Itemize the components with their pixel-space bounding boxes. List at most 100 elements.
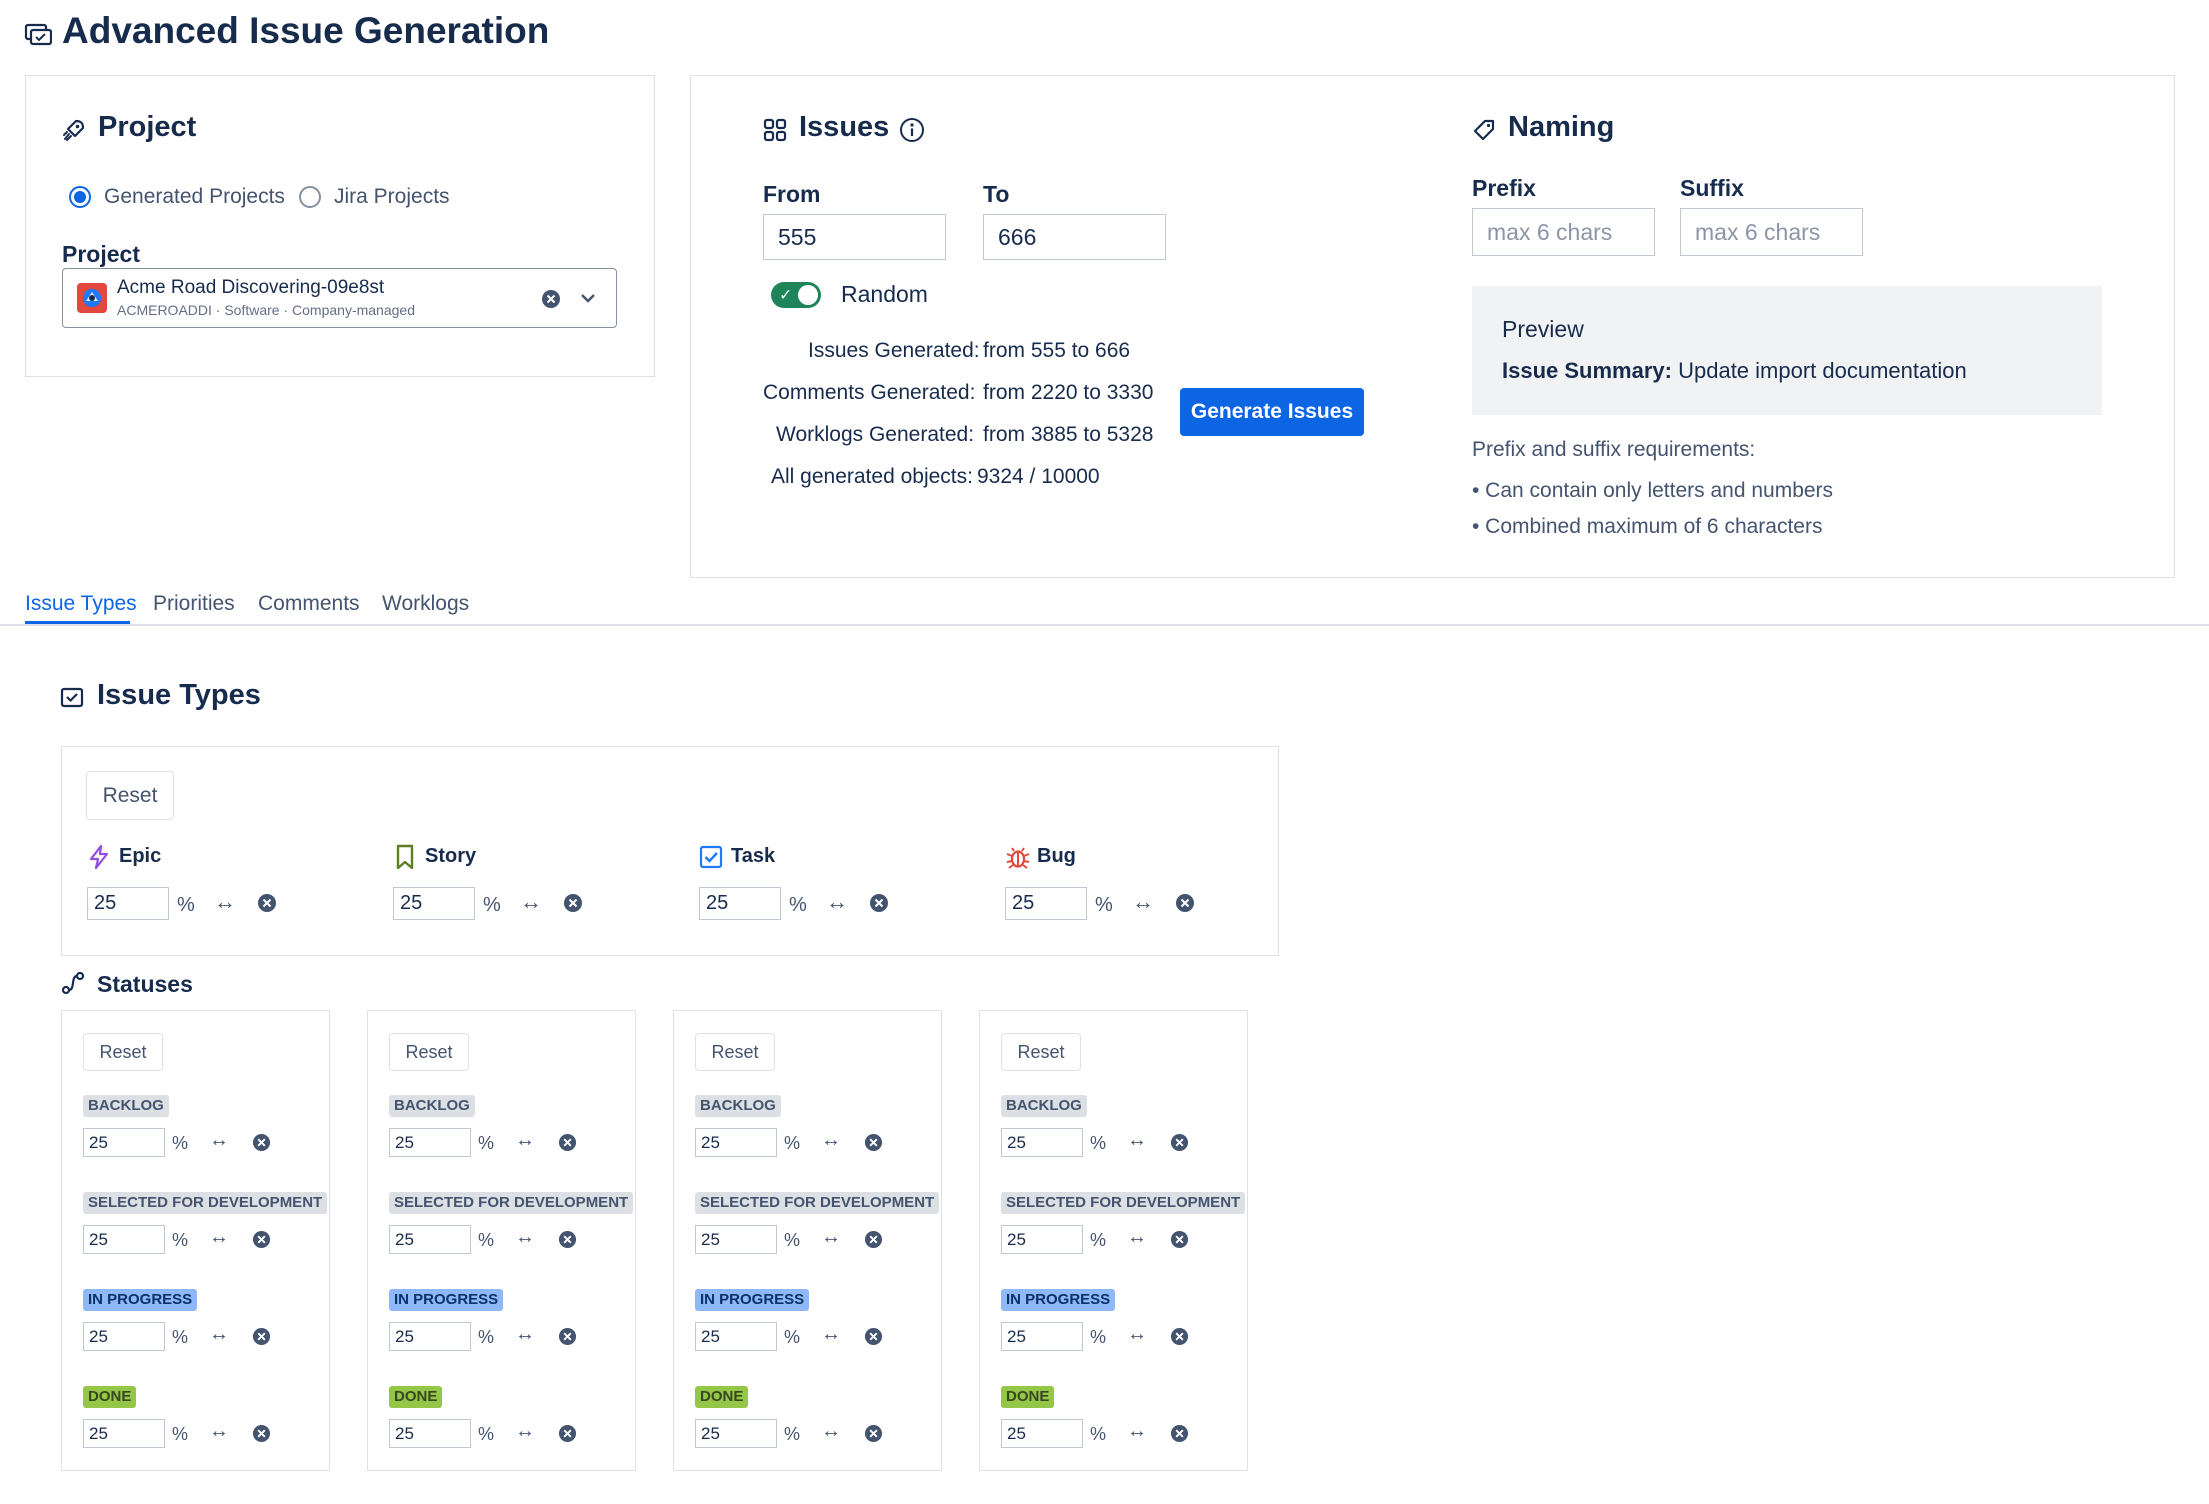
distribute-arrows-icon[interactable]: ↔	[821, 1129, 841, 1151]
status-percent-input[interactable]	[1001, 1419, 1083, 1448]
status-percent-input[interactable]	[1001, 1225, 1083, 1254]
project-select[interactable]: Acme Road Discovering-09e8st ACMEROADDI …	[62, 268, 617, 328]
clear-icon[interactable]	[1170, 1424, 1189, 1443]
status-lozenge: IN PROGRESS	[695, 1289, 810, 1311]
clear-icon[interactable]	[252, 1230, 271, 1249]
distribute-arrows-icon[interactable]: ↔	[1127, 1226, 1147, 1248]
status-lozenge: SELECTED FOR DEVELOPMENT	[389, 1192, 634, 1214]
issue-type-percent-input[interactable]	[393, 887, 475, 920]
status-percent-input[interactable]	[695, 1419, 777, 1448]
distribute-arrows-icon[interactable]: ↔	[209, 1420, 229, 1442]
clear-icon[interactable]	[1170, 1133, 1189, 1152]
prefix-label: Prefix	[1472, 175, 1536, 201]
issue-types-reset-button[interactable]: Reset	[86, 771, 174, 820]
summary-label: Issue Summary:	[1502, 358, 1672, 383]
status-lozenge: IN PROGRESS	[83, 1289, 198, 1311]
status-percent-input[interactable]	[83, 1225, 165, 1254]
distribute-arrows-icon[interactable]: ↔	[1127, 1323, 1147, 1345]
clear-icon[interactable]	[1170, 1327, 1189, 1346]
clear-icon[interactable]	[558, 1133, 577, 1152]
suffix-input[interactable]	[1680, 208, 1863, 256]
from-input[interactable]	[763, 214, 946, 260]
distribute-arrows-icon[interactable]: ↔	[826, 889, 848, 914]
clear-icon[interactable]	[864, 1133, 883, 1152]
clear-icon[interactable]	[558, 1327, 577, 1346]
generate-issues-button[interactable]: Generate Issues	[1180, 388, 1364, 436]
chevron-down-icon[interactable]	[579, 291, 597, 305]
distribute-arrows-icon[interactable]: ↔	[214, 889, 236, 914]
status-percent-input[interactable]	[389, 1419, 471, 1448]
tab-worklogs[interactable]: Worklogs	[382, 592, 470, 615]
status-percent-input[interactable]	[389, 1322, 471, 1351]
status-lozenge: DONE	[695, 1386, 749, 1408]
clear-selection-icon[interactable]	[541, 289, 561, 309]
status-percent-input[interactable]	[389, 1225, 471, 1254]
to-input[interactable]	[983, 214, 1166, 260]
distribute-arrows-icon[interactable]: ↔	[1127, 1420, 1147, 1442]
status-percent-input[interactable]	[695, 1322, 777, 1351]
status-percent-input[interactable]	[1001, 1128, 1083, 1157]
percent-sign: %	[1090, 1327, 1107, 1347]
status-reset-button[interactable]: Reset	[83, 1033, 163, 1071]
status-percent-input[interactable]	[83, 1128, 165, 1157]
distribute-arrows-icon[interactable]: ↔	[1132, 889, 1154, 914]
clear-icon[interactable]	[558, 1230, 577, 1249]
grid-icon	[763, 118, 787, 142]
distribute-arrows-icon[interactable]: ↔	[209, 1226, 229, 1248]
status-reset-button[interactable]: Reset	[1001, 1033, 1081, 1071]
tab-comments[interactable]: Comments	[258, 592, 360, 615]
random-toggle[interactable]: ✓	[771, 282, 821, 308]
distribute-arrows-icon[interactable]: ↔	[821, 1420, 841, 1442]
distribute-arrows-icon[interactable]: ↔	[821, 1323, 841, 1345]
prefix-input[interactable]	[1472, 208, 1655, 256]
status-percent-input[interactable]	[1001, 1322, 1083, 1351]
percent-sign: %	[483, 894, 501, 916]
screen-icon	[24, 22, 53, 46]
checkbox-square-icon	[60, 687, 84, 709]
status-percent-input[interactable]	[695, 1225, 777, 1254]
status-percent-input[interactable]	[83, 1322, 165, 1351]
distribute-arrows-icon[interactable]: ↔	[515, 1323, 535, 1345]
clear-icon[interactable]	[864, 1230, 883, 1249]
status-reset-button[interactable]: Reset	[389, 1033, 469, 1071]
issue-type-percent-input[interactable]	[699, 887, 781, 920]
clear-icon[interactable]	[864, 1327, 883, 1346]
tag-icon	[1472, 118, 1496, 142]
status-lozenge: DONE	[389, 1386, 443, 1408]
distribute-arrows-icon[interactable]: ↔	[209, 1129, 229, 1151]
distribute-arrows-icon[interactable]: ↔	[209, 1323, 229, 1345]
clear-icon[interactable]	[252, 1133, 271, 1152]
checkbox-icon	[699, 844, 725, 870]
clear-icon[interactable]	[563, 893, 583, 913]
lightning-icon	[87, 844, 113, 870]
clear-icon[interactable]	[252, 1327, 271, 1346]
tab-issue-types[interactable]: Issue Types	[25, 592, 137, 615]
distribute-arrows-icon[interactable]: ↔	[821, 1226, 841, 1248]
radio-jira-projects-label: Jira Projects	[334, 185, 450, 208]
radio-jira-projects[interactable]	[299, 186, 321, 208]
distribute-arrows-icon[interactable]: ↔	[520, 889, 542, 914]
clear-icon[interactable]	[257, 893, 277, 913]
distribute-arrows-icon[interactable]: ↔	[515, 1129, 535, 1151]
issue-type-percent-input[interactable]	[87, 887, 169, 920]
clear-icon[interactable]	[558, 1424, 577, 1443]
requirement-item: • Can contain only letters and numbers	[1472, 479, 1834, 502]
distribute-arrows-icon[interactable]: ↔	[1127, 1129, 1147, 1151]
preview-box: Preview Issue Summary: Update import doc…	[1472, 286, 2102, 415]
clear-icon[interactable]	[252, 1424, 271, 1443]
distribute-arrows-icon[interactable]: ↔	[515, 1420, 535, 1442]
percent-sign: %	[1090, 1230, 1107, 1250]
info-icon[interactable]	[899, 117, 925, 143]
status-percent-input[interactable]	[695, 1128, 777, 1157]
clear-icon[interactable]	[869, 893, 889, 913]
status-reset-button[interactable]: Reset	[695, 1033, 775, 1071]
clear-icon[interactable]	[864, 1424, 883, 1443]
issue-type-percent-input[interactable]	[1005, 887, 1087, 920]
status-percent-input[interactable]	[83, 1419, 165, 1448]
distribute-arrows-icon[interactable]: ↔	[515, 1226, 535, 1248]
clear-icon[interactable]	[1170, 1230, 1189, 1249]
radio-generated-projects[interactable]	[69, 186, 91, 208]
tab-priorities[interactable]: Priorities	[153, 592, 235, 615]
clear-icon[interactable]	[1175, 893, 1195, 913]
status-percent-input[interactable]	[389, 1128, 471, 1157]
